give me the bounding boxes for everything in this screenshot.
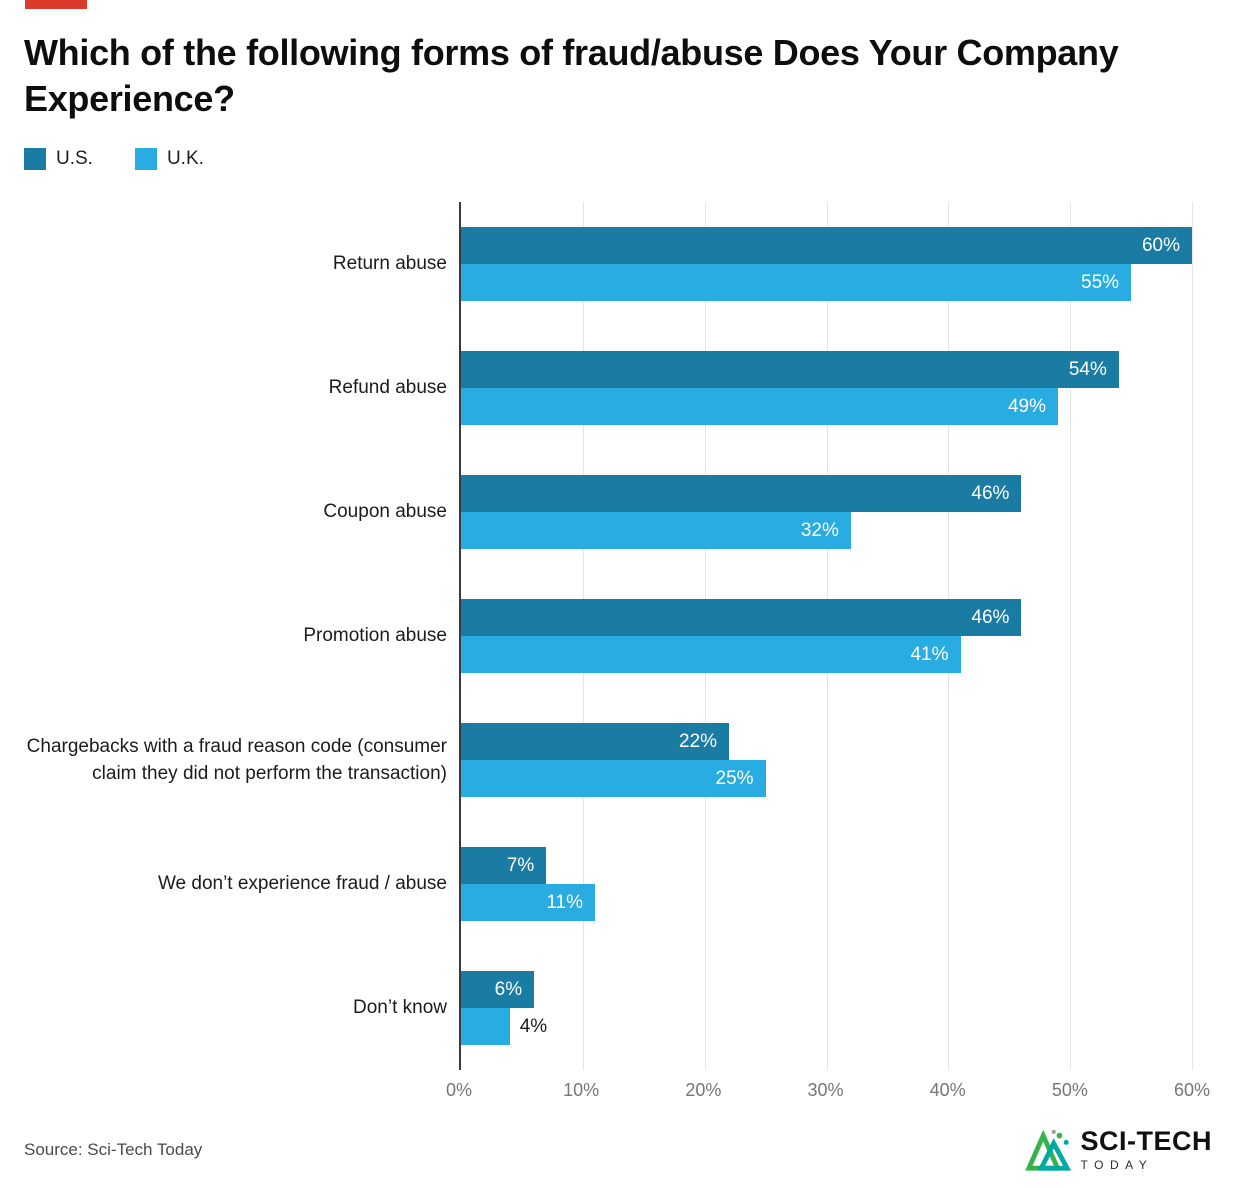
gridline xyxy=(1070,202,1072,1071)
footer: Source: Sci-Tech Today SCI-TECH TODAY xyxy=(24,1126,1213,1173)
bar-uk: 25% xyxy=(461,760,766,798)
legend-item-uk: U.K. xyxy=(134,148,204,171)
bar-group: 54% 49% xyxy=(461,326,1192,450)
x-tick-label: 20% xyxy=(685,1080,722,1101)
bar-value-label: 54% xyxy=(1068,358,1107,380)
brand-logo: SCI-TECH TODAY xyxy=(1024,1126,1213,1173)
x-tick-label: 40% xyxy=(929,1080,966,1101)
bar-group: 46% 41% xyxy=(461,574,1192,698)
category-label: We don’t experience fraud / abuse xyxy=(157,873,447,895)
bar-group: 60% 55% xyxy=(461,202,1192,326)
top-left-red-mark xyxy=(25,0,87,9)
plot-area: 60% 55% 54% 49% 46% 32% 46% 41% 22% 25% 7% 11% 6% 4% xyxy=(459,202,1193,1071)
category-label: Coupon abuse xyxy=(323,501,447,523)
x-tick-label: 30% xyxy=(807,1080,844,1101)
category-label: Chargebacks with a fraud reason code (co… xyxy=(26,735,447,785)
brand-text: SCI-TECH TODAY xyxy=(1080,1126,1213,1173)
scitech-logo-icon xyxy=(1024,1129,1071,1171)
bar-value-label: 7% xyxy=(506,854,535,876)
bar-group: 22% 25% xyxy=(461,698,1192,822)
x-tick-label: 50% xyxy=(1051,1080,1088,1101)
bar-us: 7% xyxy=(461,847,547,885)
gridline xyxy=(1192,202,1193,1071)
bar-value-label: 6% xyxy=(494,978,523,1000)
x-tick-label: 0% xyxy=(445,1080,473,1101)
bar-group: 6% 4% xyxy=(461,946,1192,1070)
bar-value-label: 46% xyxy=(971,606,1010,628)
bar-us: 46% xyxy=(461,599,1022,637)
bar-group: 46% 32% xyxy=(461,450,1192,574)
bar-value-label: 41% xyxy=(910,643,949,665)
x-tick-label: 60% xyxy=(1173,1080,1211,1101)
bar-value-label: 25% xyxy=(715,767,754,789)
bar-us: 60% xyxy=(461,227,1192,265)
bar-uk: 41% xyxy=(461,636,961,674)
bar-us: 46% xyxy=(461,475,1022,513)
brand-name: SCI-TECH xyxy=(1080,1126,1212,1156)
bar-uk: 55% xyxy=(461,264,1132,302)
bar-us: 22% xyxy=(461,723,730,761)
bar-value-label: 32% xyxy=(800,519,839,541)
bar-group: 7% 11% xyxy=(461,822,1192,946)
bar-value-label: 11% xyxy=(546,891,584,913)
category-labels: Return abuse Refund abuse Coupon abuse Prom… xyxy=(0,202,459,1114)
chart: Return abuse Refund abuse Coupon abuse Prom… xyxy=(0,202,1240,1114)
bar-uk: 49% xyxy=(461,388,1058,426)
bar-value-label: 22% xyxy=(679,730,718,752)
bar-us: 54% xyxy=(461,351,1119,389)
category-label: Refund abuse xyxy=(328,377,447,399)
category-label: Don’t know xyxy=(353,997,447,1019)
category-label: Promotion abuse xyxy=(303,625,447,647)
bar-uk: 11% xyxy=(461,884,596,922)
bar-value-label: 46% xyxy=(971,482,1010,504)
x-axis-ticks: 0% 10% 20% 30% 40% 50% 60% xyxy=(446,1080,1210,1114)
legend-swatch xyxy=(134,148,157,171)
bar-rows: 60% 55% 54% 49% 46% 32% 46% 41% 22% 25% 7% 11% 6% 4% xyxy=(461,202,1192,1070)
bar-us: 6% xyxy=(461,971,535,1009)
legend-item-us: U.S. xyxy=(24,148,93,171)
bar-uk: 4% xyxy=(461,1008,547,1046)
bar-value-label: 49% xyxy=(1007,395,1046,417)
x-tick-label: 10% xyxy=(563,1080,600,1101)
bar-value-label: 4% xyxy=(519,1015,548,1037)
legend: U.S. U.K. xyxy=(24,148,1216,171)
bar-value-label: 60% xyxy=(1141,234,1180,256)
plot-wrap: 60% 55% 54% 49% 46% 32% 46% 41% 22% 25% 7% 11% 6% 4% … xyxy=(446,202,1210,1114)
legend-label: U.S. xyxy=(56,148,93,170)
chart-title: Which of the following forms of fraud/ab… xyxy=(24,32,1119,120)
category-label: Return abuse xyxy=(332,253,447,275)
legend-swatch xyxy=(24,148,46,171)
bar-uk: 32% xyxy=(461,512,851,550)
legend-label: U.K. xyxy=(166,148,204,170)
bar-value-label: 55% xyxy=(1081,271,1120,293)
source-text: Source: Sci-Tech Today xyxy=(24,1140,203,1159)
brand-subname: TODAY xyxy=(1080,1158,1154,1172)
